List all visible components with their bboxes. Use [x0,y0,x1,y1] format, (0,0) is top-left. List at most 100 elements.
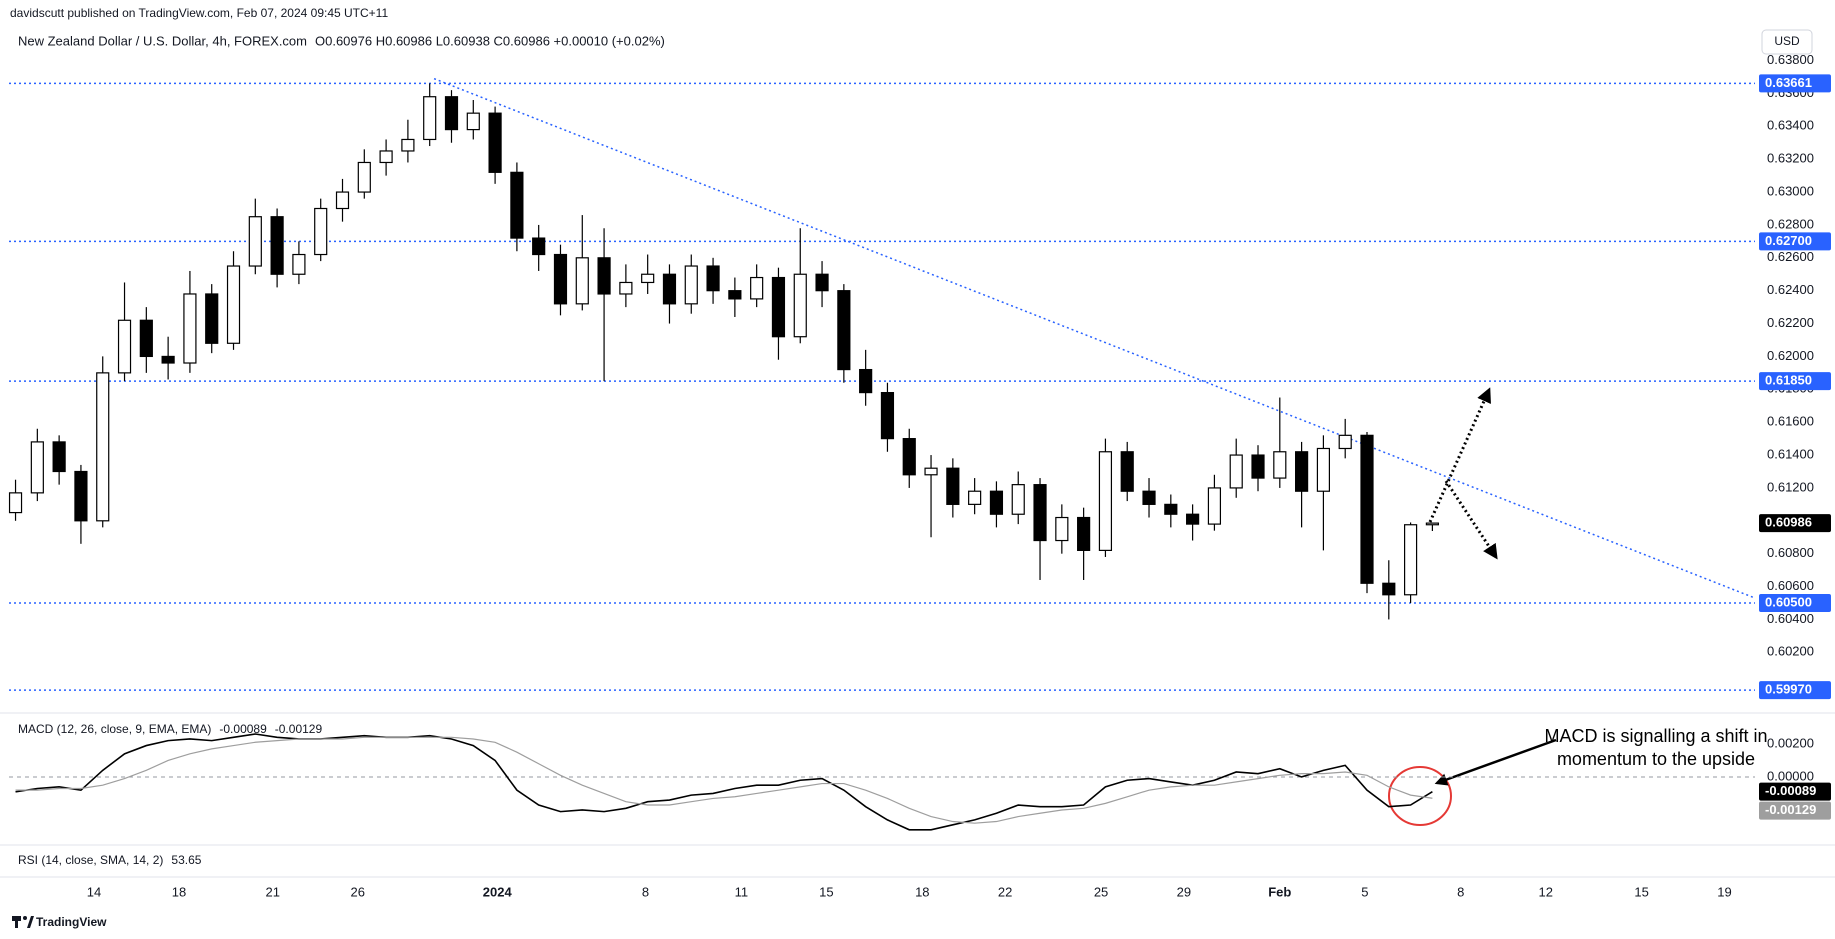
x-tick-label: 25 [1094,884,1108,899]
level-label: 0.60500 [1765,594,1812,609]
candle-body [30,441,44,494]
candle-body [1251,454,1265,479]
currency-button[interactable] [1761,29,1813,55]
candle-body [1011,484,1025,515]
y-tick-label: 0.61200 [1767,479,1814,494]
candle-body [1338,434,1352,450]
candle-body [641,273,655,284]
y-tick-label: 0.62200 [1767,315,1814,330]
y-tick-label: 0.61400 [1767,446,1814,461]
candle-body [1207,487,1222,525]
y-tick-label: 0.60400 [1767,611,1814,626]
x-tick-label: 18 [915,884,929,899]
candle-body [575,257,589,305]
y-tick-label: 0.00200 [1767,735,1814,750]
pane-legend-value: -0.00129 [275,722,323,736]
annotation-line: MACD is signalling a shift in [1544,726,1767,746]
x-tick-label: 22 [998,884,1012,899]
y-tick-label: 0.62800 [1767,216,1814,231]
candle-body [662,273,677,305]
candle-body [1098,451,1113,551]
candle-body [728,290,742,300]
chart-title: New Zealand Dollar / U.S. Dollar, 4h, FO… [18,33,307,48]
macd-line [15,733,1433,831]
level-badge [1759,74,1831,93]
candle-body [924,467,938,476]
macd-line [15,736,1433,824]
candle-body [1055,516,1069,542]
y-tick-label: 0.63000 [1767,183,1814,198]
value-badge-label: -0.00089 [1765,783,1816,798]
scenario-arrow-up [1428,387,1491,523]
annotation-line: momentum to the upside [1557,749,1755,769]
x-tick-label: 21 [266,884,280,899]
candle-body [379,150,393,164]
currency-label: USD [1774,34,1800,48]
candle-body [205,293,219,344]
candle-body [619,281,633,295]
x-tick-label: 26 [351,884,365,899]
candle-body [532,237,546,256]
candle-body [946,467,960,505]
candle-body [117,319,132,374]
pane-legend-value: -0.00089 [219,722,267,736]
ohlc-legend: O0.60976 H0.60986 L0.60938 C0.60986 +0.0… [315,33,665,48]
candle-body [292,253,306,275]
y-tick-label: 0.60600 [1767,578,1814,593]
trendline [433,77,1756,599]
candle-body [357,161,371,193]
candle-body [444,96,459,131]
published-note: davidscutt published on TradingView.com,… [10,6,388,20]
logo-shape [15,916,18,928]
candle-body [553,253,568,305]
last-price-label: 0.60986 [1765,515,1812,530]
logo-shape [23,916,27,920]
y-tick-label: 0.62000 [1767,348,1814,363]
level-label: 0.62700 [1765,233,1812,248]
level-badge [1759,593,1831,612]
candle-body [859,368,873,394]
x-tick-label: 19 [1717,884,1731,899]
scenario-arrow-down [1444,480,1498,560]
candle-body [1295,451,1309,492]
x-tick-label: 29 [1177,884,1191,899]
pane-title: MACD (12, 26, close, 9, EMA, EMA) [18,722,211,736]
candle-body [771,276,786,338]
candle-body [793,273,807,338]
logo-shape [27,916,34,928]
candle-body [1404,524,1418,596]
value-badge [1759,782,1831,801]
candle-body [248,216,262,267]
y-tick-label: 0.63400 [1767,118,1814,133]
candle-body [314,207,328,256]
level-label: 0.61850 [1765,373,1812,388]
candle-body [706,265,720,292]
candle-body [226,265,241,344]
candle-body [750,276,764,300]
last-price-badge [1759,514,1831,533]
candle-body [510,171,524,239]
level-label: 0.63661 [1765,75,1812,90]
candle-body [880,391,895,440]
x-tick-label: 8 [1457,884,1464,899]
candle-body [335,191,350,210]
candle-body [1186,513,1200,525]
candle-body [1316,447,1330,492]
candle-body [96,372,110,522]
level-badge [1759,232,1831,251]
candle-body [1142,490,1156,505]
candle-body [74,470,88,522]
candle-body [902,438,916,476]
candle-body [1425,522,1439,526]
x-tick-label: 18 [172,884,186,899]
x-tick-label: 2024 [483,884,513,899]
footer-brand: TradingView [36,915,107,929]
candle-body [1077,516,1091,551]
candle-body [1229,454,1243,489]
footer-logo: TradingView [12,915,107,929]
candle-body [837,290,851,371]
y-tick-label: 0.61600 [1767,414,1814,429]
y-tick-label: 0.62600 [1767,249,1814,264]
candle-body [1033,484,1047,542]
